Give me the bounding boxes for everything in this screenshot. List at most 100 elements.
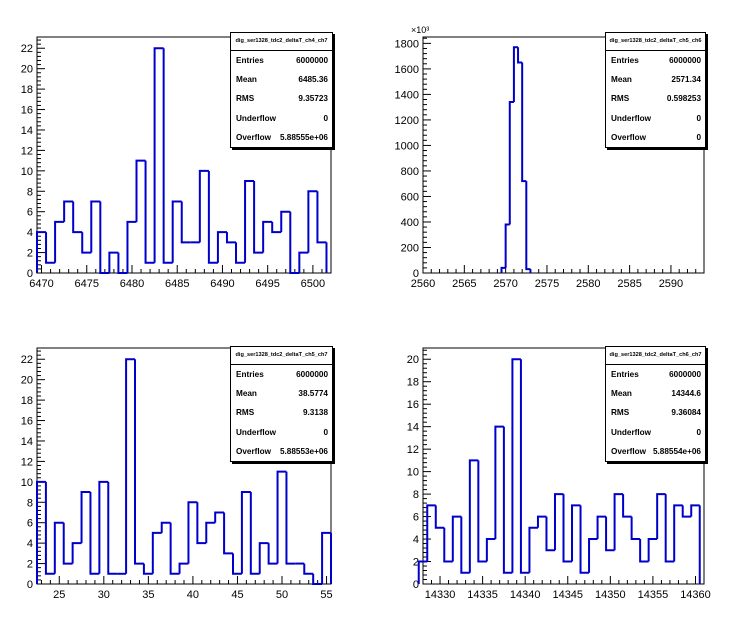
histogram-bin [426,504,436,562]
histogram-bin [307,190,318,253]
histogram-bin [126,220,137,273]
stats-row-underflow-2: Underflow 0 [606,109,705,128]
histogram-bin [160,521,171,533]
stats-row-mean-4: Mean 14344.6 [606,384,705,403]
plot-frame [422,347,705,585]
histogram-bin [62,522,73,565]
stats-title-2: dig_ser1328_tdc2_deltaT_ch5_ch6 [606,33,705,51]
stats-value: 6485.36 [298,75,328,85]
histogram-plot-1: 0 2 4 6 8 10 12 14 16 18 20 22 6470 6475 6480 6485 6490 6… [21,36,332,290]
y-tick-label: 16 [21,105,33,117]
x-tick-label: 45 [231,589,243,601]
histogram-bin [451,515,462,562]
histogram-bin [525,181,531,271]
histogram-bins [500,46,532,273]
stats-value: 6000000 [296,56,328,66]
x-tick-label: 2570 [493,278,517,290]
histogram-plot-2: 0 200 400 600 800 1000 1200 1400 1600 1800 ×10³ 256… [395,25,705,290]
histogram-bin [571,504,581,562]
histogram-bin [169,522,180,575]
histogram-bin [223,512,233,555]
y-tick-label: 14 [21,125,33,137]
stats-value: 2571.34 [671,75,701,85]
histogram-bin [196,502,207,545]
x-tick-label: 14360 [680,589,711,601]
histogram-bin [125,358,135,574]
stats-row-rms-4: RMS 9.36084 [606,403,705,422]
stats-label: Mean [611,75,632,85]
x-tick-label: 2575 [535,278,559,290]
histogram-bin [681,505,692,518]
stats-box-3: dig_ser1328_tdc2_deltaT_ch5_ch7 Entries 6… [230,346,333,462]
x-tick-label: 6475 [75,278,99,290]
histogram-bin [108,251,119,273]
histogram-bin [198,169,209,243]
histogram-bin [639,539,649,563]
histogram-bins [417,358,701,584]
x-tick-label: 14340 [510,589,541,601]
stats-value: 0 [323,113,328,123]
stats-label: Entries [236,370,264,380]
histogram-bin [107,481,118,575]
x-tick-label: 25 [53,589,65,601]
stats-row-mean-1: Mean 6485.36 [231,70,332,89]
histogram-bin [81,232,92,254]
stats-label: RMS [611,94,630,104]
stats-value: 38.5774 [298,389,328,399]
histogram-bin [232,553,242,575]
histogram-bin [579,505,590,574]
y-tick-label: 4 [27,538,33,550]
y-exponent-label: ×10³ [411,25,429,35]
stats-label: Underflow [236,427,277,437]
histogram-bin [54,220,65,263]
histogram-bin [214,511,225,523]
histogram-bin [135,159,146,222]
histogram-bin [528,526,538,573]
stats-value: 5.88553e+06 [279,446,328,456]
histogram-bin [267,543,278,565]
y-tick-label: 8 [27,186,33,198]
stats-value: 9.3138 [302,408,328,418]
histogram-bin [63,200,74,222]
x-tick-label: 30 [98,589,110,601]
x-tick-label: 14345 [552,589,583,601]
histogram-plot-3: 0 2 4 6 8 10 12 14 16 18 20 22 25 30 35 40 45 50 55 [21,347,333,601]
stats-box-2: dig_ser1328_tdc2_deltaT_ch5_ch6 Entries 6… [605,32,706,148]
x-tick-label: 35 [142,589,154,601]
histogram-bin [53,521,64,574]
y-tick-label: 8 [413,489,419,501]
histogram-bin [89,492,100,575]
histogram-bin [519,359,530,574]
histogram-bin [500,266,506,273]
y-tick-label: 0 [27,268,33,280]
y-tick-label: 0 [413,579,419,591]
y-tick-label: 600 [401,191,419,203]
stats-row-rms-2: RMS 0.598253 [606,89,705,108]
stats-row-mean-3: Mean 38.5774 [231,384,332,403]
x-tick-label: 14355 [638,589,669,601]
histogram-bin [656,493,666,540]
histogram-bin [545,516,555,552]
stats-label: Mean [611,389,632,399]
stats-label: Overflow [611,132,647,142]
histogram-bin [596,515,607,540]
stats-value: 6000000 [296,370,328,380]
histogram-bin [276,470,287,564]
histogram-bin [289,211,300,274]
histogram-bin [117,252,128,274]
stats-label: RMS [236,94,255,104]
histogram-bin [44,481,55,575]
histogram-bin [240,491,251,574]
y-tick-label: 20 [407,354,419,366]
y-tick-label: 8 [27,497,33,509]
histogram-bin [485,538,496,562]
histogram-bin [216,231,227,263]
stats-box-4: dig_ser1328_tdc2_deltaT_ch6_ch7 Entries 6… [605,346,706,462]
histogram-bin [298,251,309,273]
y-tick-label: 20 [21,375,33,387]
stats-value: 9.35723 [298,94,328,104]
stats-row-underflow-3: Underflow 0 [231,423,332,442]
stats-value: 0 [696,113,701,123]
stats-value: 0.598253 [666,94,701,104]
histogram-bin [249,492,260,575]
